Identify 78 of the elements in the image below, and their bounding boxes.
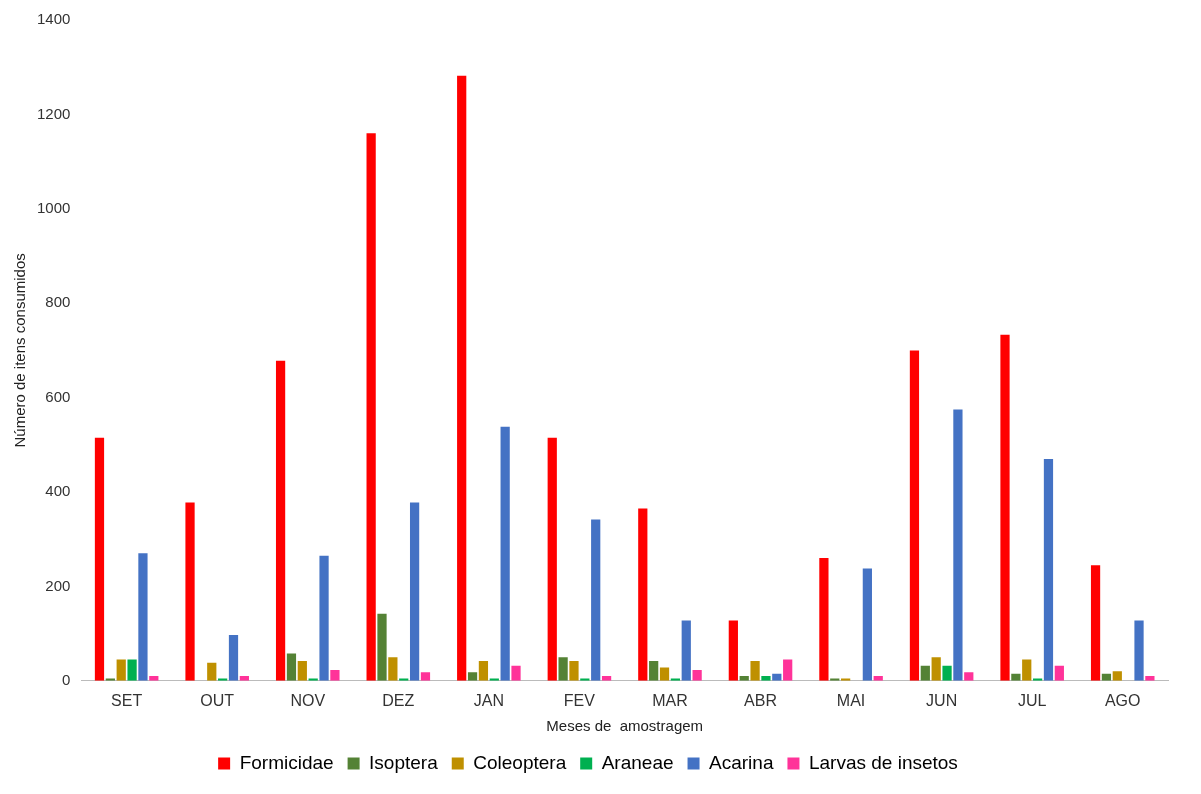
- bar: [547, 437, 557, 681]
- bar: [558, 657, 568, 681]
- bar: [1054, 665, 1064, 681]
- bar: [420, 672, 431, 681]
- x-tick-label: JUN: [926, 691, 958, 709]
- x-tick-label: ABR: [744, 691, 777, 709]
- x-tick-label: MAI: [836, 691, 866, 709]
- x-tick-label: MAR: [652, 691, 688, 709]
- bar: [228, 635, 239, 681]
- bar: [409, 502, 420, 681]
- x-tick-label: AGO: [1104, 691, 1141, 709]
- bar: [297, 660, 307, 681]
- bar: [1022, 659, 1032, 681]
- bar: [931, 657, 941, 681]
- bar: [569, 660, 579, 681]
- bar: [457, 75, 467, 681]
- bar: [964, 672, 974, 681]
- bar: [1043, 458, 1054, 681]
- bar: [275, 360, 286, 681]
- bar: [692, 669, 702, 681]
- x-tick-label: OUT: [200, 691, 235, 709]
- bar: [138, 553, 148, 681]
- x-tick-label: JAN: [473, 691, 504, 709]
- y-tick-label: 1000: [36, 198, 71, 216]
- bar: [286, 653, 297, 681]
- bar: [638, 508, 648, 681]
- y-tick-label: 400: [45, 482, 71, 500]
- bar: [920, 665, 930, 681]
- bar: [783, 659, 793, 681]
- bar: [127, 659, 137, 681]
- legend-label: Larvas de insetos: [808, 751, 958, 773]
- y-tick-label: 600: [45, 387, 71, 405]
- y-tick-label: 200: [45, 576, 71, 594]
- legend-label: Coleoptera: [473, 751, 567, 773]
- bar: [1134, 620, 1144, 681]
- y-axis-title: Número de itens consumidos: [11, 253, 29, 448]
- bar: [591, 519, 601, 681]
- y-tick-label: 800: [45, 293, 71, 311]
- bar: [511, 665, 521, 681]
- bar: [1000, 334, 1010, 681]
- bar: [750, 660, 760, 681]
- x-tick-label: FEV: [563, 691, 596, 709]
- bar: [94, 437, 105, 681]
- bar: [1112, 671, 1122, 681]
- bar: [330, 669, 340, 681]
- bar: [116, 659, 126, 681]
- x-axis-title: Meses de amostragem: [546, 717, 704, 735]
- legend-label: Isoptera: [369, 751, 439, 773]
- x-tick-label: JUL: [1017, 691, 1047, 709]
- bar: [728, 620, 738, 681]
- bar: [478, 660, 489, 681]
- legend-label: Acarina: [709, 751, 774, 773]
- bar: [185, 502, 195, 681]
- legend-label: Formicidae: [239, 751, 334, 773]
- y-tick-label: 0: [62, 670, 71, 688]
- bar: [819, 558, 829, 681]
- bar: [366, 133, 376, 681]
- y-tick-label: 1200: [36, 104, 71, 122]
- bar: [761, 676, 771, 681]
- bar: [1090, 565, 1101, 681]
- bar: [377, 613, 387, 681]
- bar: [681, 620, 691, 681]
- x-tick-label: NOV: [290, 691, 326, 709]
- bar: [500, 426, 510, 681]
- bar: [953, 409, 963, 681]
- x-tick-label: SET: [111, 691, 143, 709]
- bar: [909, 350, 920, 681]
- bar: [1145, 676, 1155, 681]
- bar: [388, 657, 398, 681]
- bar: [319, 555, 329, 681]
- bar: [649, 660, 659, 681]
- bar: [942, 665, 952, 681]
- bar: [207, 662, 217, 681]
- bar: [862, 568, 872, 681]
- bar: [467, 672, 478, 681]
- legend-label: Araneae: [601, 751, 674, 773]
- x-tick-label: DEZ: [382, 691, 415, 709]
- y-tick-label: 1400: [36, 10, 71, 28]
